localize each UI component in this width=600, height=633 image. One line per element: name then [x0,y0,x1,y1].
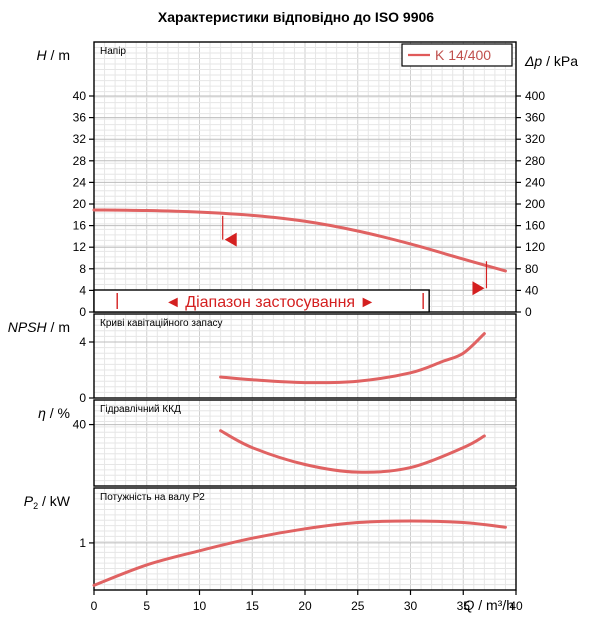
curve-eff [219,429,486,474]
x-tick-label: 25 [351,599,365,613]
right-tick-label: 280 [525,154,545,168]
y-axis-label-eff: η / % [38,405,70,421]
right-tick-label: 360 [525,111,545,125]
x-tick-label: 10 [193,599,207,613]
panel-label-head: Напір [100,46,126,57]
right-tick-label: 320 [525,132,545,146]
y-tick-label: 4 [79,283,86,297]
y-tick-label: 0 [79,305,86,319]
x-tick-label: 0 [91,599,98,613]
frame-layer [89,41,521,595]
grid-layer [93,41,517,591]
y-axis-label-npsh: NPSH / m [8,319,70,335]
y-tick-label: 12 [73,240,87,254]
y-tick-label: 24 [73,175,87,189]
x-axis-label: Q / m³/h [463,597,514,613]
legend-label: K 14/400 [435,47,491,63]
curve-power [92,519,507,587]
y-tick-label: 40 [73,89,87,103]
chart-title: Характеристики відповідно до ISO 9906 [158,9,434,25]
marker-arrow [224,232,237,247]
curve-head [92,208,507,273]
y-tick-label: 28 [73,154,87,168]
panel-label-npsh: Криві кавітаційного запасу [100,318,223,329]
curve-npsh [219,332,486,385]
operating-range-box [93,289,430,313]
operating-range-label: ◄ Діапазон застосування ► [165,294,375,311]
marker-arrow [472,281,485,296]
y-tick-label: 16 [73,219,87,233]
right-tick-label: 80 [525,262,539,276]
y-tick-label: 32 [73,132,87,146]
right-tick-label: 400 [525,89,545,103]
y-tick-label: 40 [73,418,87,432]
y-tick-label: 20 [73,197,87,211]
x-tick-label: 15 [246,599,260,613]
y-tick-label: 8 [79,262,86,276]
y-tick-label: 4 [79,335,86,349]
panel-frame-npsh [93,313,517,399]
curve-layer [92,208,507,587]
right-tick-label: 40 [525,283,539,297]
x-tick-label: 5 [143,599,150,613]
x-tick-label: 35 [457,599,471,613]
y-tick-label: 0 [79,391,86,405]
y-tick-label: 36 [73,111,87,125]
x-tick-label: 20 [298,599,312,613]
right-tick-label: 120 [525,240,545,254]
right-tick-label: 160 [525,219,545,233]
y-axis-label-head: H / m [37,47,70,63]
x-tick-label: 40 [509,599,523,613]
x-tick-label: 30 [404,599,418,613]
legend-box [401,43,513,67]
right-axis-label: Δp / kPa [524,53,578,69]
y-axis-label-power: P2 / kW [24,493,71,511]
panel-label-power: Потужність на валу P2 [100,492,205,503]
y-tick-label: 1 [79,536,86,550]
right-tick-label: 0 [525,305,532,319]
panel-frame-eff [93,399,517,487]
right-tick-label: 240 [525,175,545,189]
panel-label-eff: Гідравлічний ККД [100,404,181,415]
right-tick-label: 200 [525,197,545,211]
